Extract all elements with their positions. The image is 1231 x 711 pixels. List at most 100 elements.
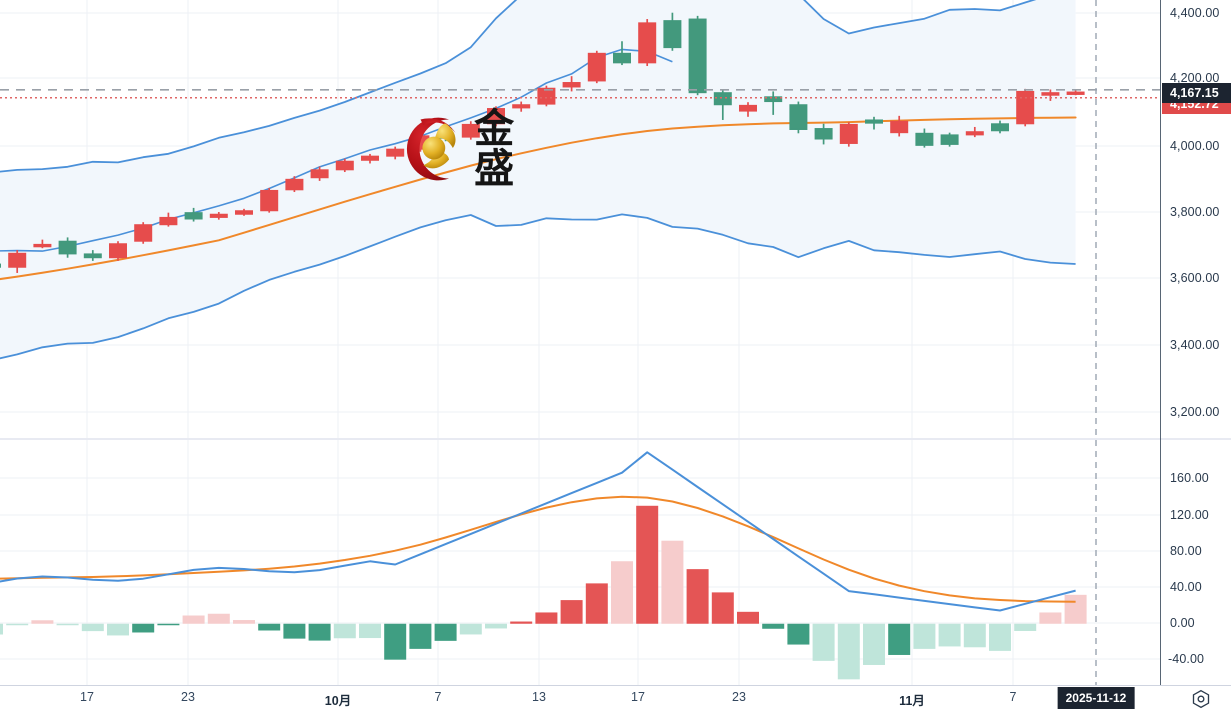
candle-body — [109, 243, 127, 259]
candle-body — [411, 135, 430, 150]
candle-body — [335, 160, 354, 171]
time-tick-label: 13 — [532, 690, 546, 704]
candle-body — [1016, 90, 1035, 125]
candle-body — [940, 134, 959, 145]
candle-body — [991, 123, 1009, 132]
time-tick-label: 7 — [434, 690, 442, 704]
candle-body — [865, 119, 883, 124]
macd-hist-bar — [787, 623, 810, 645]
candle-body — [235, 210, 253, 215]
candle-body — [260, 189, 279, 212]
macd-axis-label: 80.00 — [1170, 544, 1202, 558]
macd-hist-bar — [812, 623, 835, 661]
candle-body — [1041, 92, 1060, 96]
macd-hist-bar — [0, 623, 3, 635]
macd-hist-bar — [611, 561, 633, 624]
candle-body — [361, 155, 379, 161]
candle-body — [713, 92, 732, 106]
candle-body — [965, 131, 984, 136]
hex-gear-icon[interactable] — [1191, 689, 1211, 709]
macd-hist-bar — [938, 623, 961, 647]
price-axis-label: 3,200.00 — [1170, 405, 1220, 419]
price-axis-label: 4,400.00 — [1170, 6, 1220, 20]
macd-hist-bar — [31, 620, 54, 624]
macd-hist-bar — [81, 623, 104, 632]
price-chart-panel[interactable] — [0, 0, 1160, 438]
macd-hist-bar — [283, 623, 306, 639]
bollinger-lower-line — [0, 213, 1076, 360]
candle-body — [436, 135, 455, 139]
candle-body — [739, 104, 757, 112]
time-tick-label: 7 — [1009, 690, 1017, 704]
price-axis[interactable]: 4,400.00 4,200.00 4,000.00 3,800.00 3,600.00… — [1160, 0, 1231, 438]
macd-hist-bar — [459, 623, 482, 635]
macd-indicator-panel[interactable] — [0, 440, 1160, 685]
price-axis-label: 4,200.00 — [1170, 71, 1220, 85]
time-tick-label: 10月 — [324, 694, 352, 708]
macd-hist-bar — [107, 623, 129, 636]
candle-body — [285, 178, 304, 191]
macd-hist-bar — [913, 623, 936, 649]
macd-hist-bar — [560, 600, 583, 624]
macd-hist-bar — [510, 621, 533, 624]
candle-body — [839, 123, 858, 144]
macd-hist-bar — [1014, 623, 1037, 631]
candlestick-series — [0, 12, 1085, 273]
macd-hist-bar — [384, 623, 407, 660]
macd-hist-bar — [56, 623, 79, 626]
macd-hist-bar — [233, 620, 255, 624]
macd-axis-label: -40.00 — [1168, 652, 1205, 666]
macd-hist-bar — [1039, 612, 1062, 624]
macd-axis[interactable]: 160.00 120.00 80.00 40.00 0.00 -40.00 — [1160, 440, 1231, 685]
moving-average-line — [0, 116, 1077, 281]
candle-body — [1066, 91, 1085, 95]
macd-axis-label: 160.00 — [1170, 471, 1209, 485]
macd-histogram — [0, 505, 1087, 680]
candle-body — [537, 87, 556, 105]
candle-body — [33, 243, 52, 248]
time-axis[interactable]: 17 23 10月 7 13 17 23 11月 7 2025-11-12 — [0, 686, 1231, 711]
price-axis-label: 3,400.00 — [1170, 338, 1220, 352]
macd-hist-bar — [762, 623, 785, 629]
macd-hist-bar — [535, 612, 558, 624]
macd-hist-bar — [157, 623, 180, 626]
macd-dif-line — [0, 451, 1076, 612]
candle-body — [587, 52, 606, 82]
candle-body — [814, 128, 833, 140]
macd-signal-line — [0, 495, 1076, 603]
macd-hist-bar — [737, 611, 759, 624]
candle-body — [184, 212, 203, 220]
bollinger-upper-line — [0, 0, 1037, 173]
candle-body — [461, 123, 480, 138]
macd-hist-bar — [132, 623, 155, 633]
time-tick-label: 23 — [181, 690, 195, 704]
macd-hist-bar — [963, 623, 986, 648]
macd-hist-bar — [182, 615, 205, 624]
candle-body — [688, 18, 707, 94]
macd-hist-bar — [333, 623, 356, 639]
current-date-badge: 2025-11-12 — [1057, 687, 1135, 709]
time-tick-label: 17 — [631, 690, 645, 704]
macd-hist-bar — [711, 592, 734, 624]
candle-body — [310, 169, 329, 179]
candle-body — [159, 216, 178, 226]
candle-body — [58, 240, 77, 255]
macd-hist-bar — [837, 623, 860, 680]
candle-body — [512, 104, 531, 109]
macd-hist-bar — [585, 583, 608, 624]
macd-hist-bar — [989, 623, 1011, 651]
candle-body — [764, 96, 783, 103]
macd-hist-bar — [434, 623, 457, 641]
candle-body — [209, 213, 228, 218]
candle-body — [915, 132, 934, 146]
macd-hist-bar — [359, 623, 381, 639]
macd-hist-bar — [409, 623, 432, 649]
candle-body — [8, 252, 27, 268]
candle-body — [562, 82, 581, 88]
macd-axis-label: 0.00 — [1170, 616, 1195, 630]
macd-hist-bar — [888, 623, 911, 655]
time-axis-separator — [0, 685, 1231, 686]
candle-body — [613, 52, 631, 64]
price-badge-dark: 4,167.15 — [1162, 83, 1231, 103]
bollinger-band-fill — [0, 0, 1076, 359]
